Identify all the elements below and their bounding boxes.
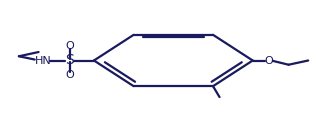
Text: O: O	[264, 56, 273, 65]
Text: S: S	[65, 53, 74, 68]
Text: O: O	[65, 70, 74, 80]
Text: O: O	[65, 41, 74, 51]
Text: HN: HN	[35, 56, 52, 65]
